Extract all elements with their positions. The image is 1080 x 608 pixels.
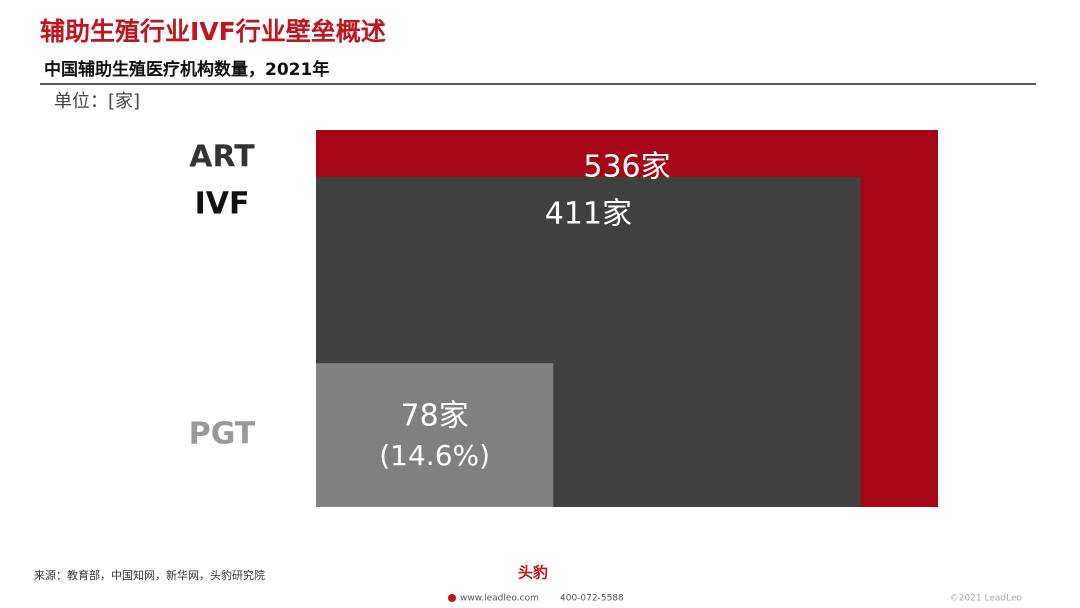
copyright: ©2021 LeadLeo (950, 594, 1023, 604)
value-label: 78家 (401, 399, 469, 434)
subtitle: 中国辅助生殖医疗机构数量，2021年 (44, 59, 329, 80)
phone: 400-072-5588 (560, 594, 624, 604)
value-label: 536家 (583, 150, 670, 185)
share-label: (14.6%) (379, 439, 490, 472)
source: 来源：教育部，中国知网，新华网，头豹研究院 (34, 568, 265, 582)
category-label: ART (189, 140, 255, 175)
title: 辅助生殖行业IVF行业壁垒概述 (40, 17, 386, 46)
category-label: IVF (195, 186, 250, 221)
category-label: PGT (189, 417, 256, 452)
logo: 头豹 (518, 564, 548, 582)
area-box (316, 363, 554, 507)
website: www.leadleo.com (460, 594, 539, 604)
web-icon (448, 594, 456, 602)
value-label: 411家 (545, 196, 632, 231)
chart: ART 536家 IVF 411家 PGT 78家 (14.6%) (189, 130, 938, 507)
unit: 单位：[家] (54, 91, 140, 112)
